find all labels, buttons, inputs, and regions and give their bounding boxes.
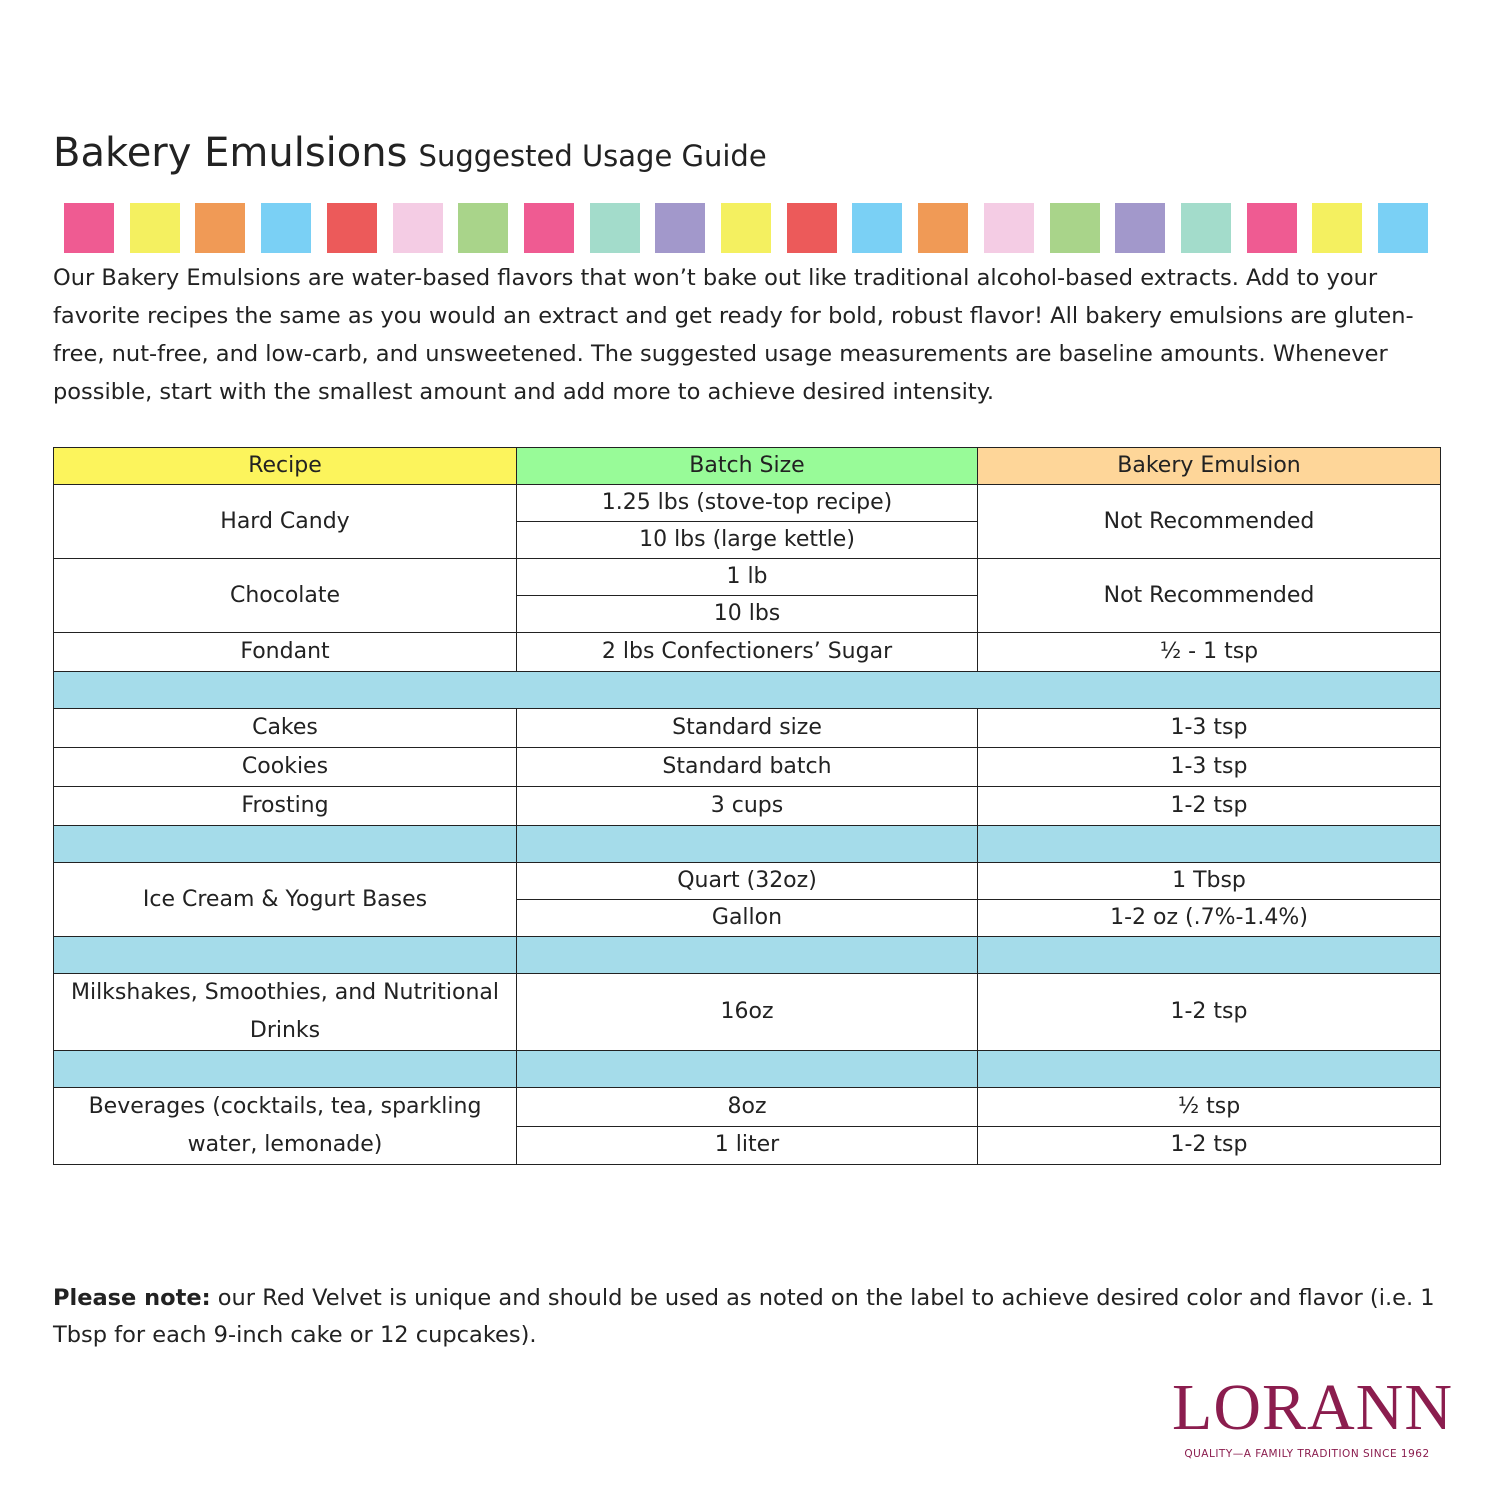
batch-cell: Quart (32oz) [516, 862, 978, 900]
spacer-row [53, 671, 1441, 709]
amount-cell: 1-2 tsp [977, 786, 1441, 826]
recipe-cell: Beverages (cocktails, tea, sparkling wat… [53, 1087, 517, 1165]
swatch [1049, 203, 1100, 253]
amount-cell: 1-3 tsp [977, 708, 1441, 748]
header-cell: Recipe [53, 447, 517, 485]
swatch [523, 203, 574, 253]
logo-name: LORANN [1172, 1371, 1453, 1444]
swatch [1312, 203, 1363, 253]
spacer-cell [516, 936, 978, 974]
table-row: Milkshakes, Smoothies, and Nutritional D… [53, 973, 1441, 1051]
subtitle: Suggested Usage Guide [418, 139, 767, 173]
batch-cell: Gallon [516, 899, 978, 937]
amount-cell: ½ tsp [977, 1087, 1441, 1127]
swatch [195, 203, 246, 253]
swatch [655, 203, 706, 253]
batch-cell: Standard size [516, 708, 978, 748]
header-cell: Bakery Emulsion [977, 447, 1441, 485]
spacer-row [53, 936, 1441, 974]
amount-cell: 1-2 tsp [977, 1125, 1441, 1165]
amount-cell: Not Recommended [977, 558, 1441, 633]
title: Bakery Emulsions [53, 130, 408, 176]
swatch [983, 203, 1034, 253]
swatch [852, 203, 903, 253]
table-row: Hard Candy 1.25 lbs (stove-top recipe) Not… [53, 484, 1441, 559]
batch-cell: 1 lb [516, 558, 978, 596]
recipe-cell: Hard Candy [53, 484, 517, 559]
batch-cell: 10 lbs [516, 595, 978, 633]
header-cell: Batch Size [516, 447, 978, 485]
spacer-cell [53, 671, 1441, 709]
batch-cell: 1 liter [516, 1125, 978, 1165]
spacer-row [53, 1050, 1441, 1088]
swatch [392, 203, 443, 253]
swatch [1378, 203, 1428, 253]
batch-cell: 3 cups [516, 786, 978, 826]
recipe-cell: Milkshakes, Smoothies, and Nutritional D… [53, 973, 517, 1051]
note: Please note: our Red Velvet is unique an… [53, 1280, 1445, 1354]
swatch [721, 203, 771, 253]
spacer-cell [53, 1050, 517, 1088]
spacer-cell [516, 825, 978, 863]
spacer-row [53, 825, 1441, 863]
swatch [589, 203, 640, 253]
table-row: Cakes Standard size 1-3 tsp [53, 708, 1441, 748]
batch-cell: 1.25 lbs (stove-top recipe) [516, 484, 978, 522]
amount-cell: Not Recommended [977, 484, 1441, 559]
recipe-cell: Frosting [53, 786, 517, 826]
spacer-cell [53, 825, 517, 863]
batch-cell: 10 lbs (large kettle) [516, 521, 978, 559]
logo-tagline: QUALITY—A FAMILY TRADITION SINCE 1962 [1184, 1448, 1430, 1460]
table-row: 10 lbs (large kettle) [54, 521, 1441, 559]
batch-cell: 8oz [516, 1087, 978, 1127]
swatch [326, 203, 377, 253]
spacer-cell [516, 1050, 978, 1088]
header-row: Recipe Batch Size Bakery Emulsion [53, 447, 1441, 485]
swatch [129, 203, 180, 253]
swatch [918, 203, 969, 253]
table-row: 1 liter 1-2 tsp [54, 1125, 1441, 1165]
usage-table: Recipe Batch Size Bakery Emulsion Hard C… [53, 447, 1441, 1165]
amount-cell: 1-2 tsp [977, 973, 1441, 1051]
title-block: Bakery Emulsions Suggested Usage Guide [53, 130, 767, 176]
batch-cell: 2 lbs Confectioners’ Sugar [516, 632, 978, 672]
table-row: Frosting 3 cups 1-2 tsp [53, 786, 1441, 826]
spacer-cell [53, 936, 517, 974]
recipe-cell: Cakes [53, 708, 517, 748]
swatch [64, 203, 114, 253]
table-row: Gallon 1-2 oz (.7%-1.4%) [54, 899, 1441, 937]
note-text: our Red Velvet is unique and should be u… [53, 1285, 1435, 1348]
table-row: Chocolate 1 lb Not Recommended [53, 558, 1441, 633]
spacer-cell [977, 936, 1441, 974]
swatch [458, 203, 509, 253]
swatch [1246, 203, 1297, 253]
amount-cell: 1-2 oz (.7%-1.4%) [977, 899, 1441, 937]
table-row: Beverages (cocktails, tea, sparkling wat… [53, 1087, 1441, 1165]
swatch [1180, 203, 1231, 253]
recipe-cell: Fondant [53, 632, 517, 672]
recipe-cell: Cookies [53, 747, 517, 787]
swatch [1115, 203, 1166, 253]
table-row: Ice Cream & Yogurt Bases Quart (32oz) 1 Tb… [53, 862, 1441, 937]
spacer-cell [977, 825, 1441, 863]
intro: Our Bakery Emulsions are water-based fla… [53, 265, 1414, 405]
logo: LORANN QUALITY—A FAMILY TRADITION SINCE … [1172, 1368, 1453, 1460]
recipe-cell: Ice Cream & Yogurt Bases [53, 862, 517, 937]
amount-cell: 1 Tbsp [977, 862, 1441, 900]
table-row: Cookies Standard batch 1-3 tsp [53, 747, 1441, 787]
swatch [261, 203, 312, 253]
swatch [786, 203, 837, 253]
batch-cell: Standard batch [516, 747, 978, 787]
batch-cell: 16oz [516, 973, 978, 1051]
recipe-cell: Chocolate [53, 558, 517, 633]
table-row: Fondant 2 lbs Confectioners’ Sugar ½ - 1 t… [53, 632, 1441, 672]
amount-cell: 1-3 tsp [977, 747, 1441, 787]
spacer-cell [977, 1050, 1441, 1088]
note-label: Please note: [53, 1285, 211, 1311]
amount-cell: ½ - 1 tsp [977, 632, 1441, 672]
